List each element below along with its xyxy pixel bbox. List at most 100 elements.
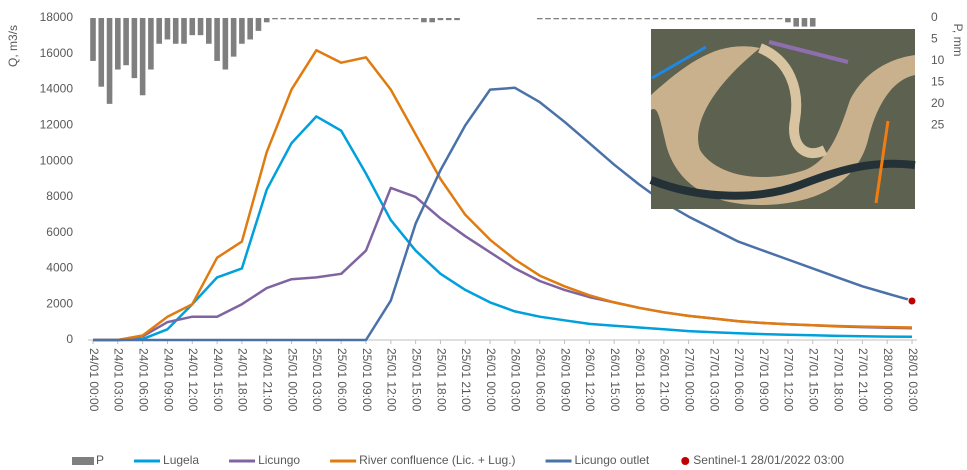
precip-bar <box>793 18 799 27</box>
x-tick-label: 27/01 21:00 <box>856 348 870 412</box>
precip-bar <box>661 18 667 19</box>
x-tick-label: 24/01 18:00 <box>236 348 250 412</box>
precip-bar <box>719 18 725 19</box>
precip-bar <box>239 18 245 44</box>
precip-bar <box>578 18 584 19</box>
x-tick-label: 25/01 21:00 <box>459 348 473 412</box>
precip-bar <box>314 18 320 19</box>
legend-label: Lugela <box>163 453 199 467</box>
precip-bar <box>603 18 609 19</box>
precip-bar <box>140 18 146 95</box>
x-tick-label: 25/01 15:00 <box>409 348 423 412</box>
precip-bar <box>611 18 617 19</box>
x-tick-label: 26/01 09:00 <box>558 348 572 412</box>
legend-label: Sentinel-1 28/01/2022 03:00 <box>693 453 844 467</box>
precip-bar <box>297 18 303 19</box>
legend-swatch <box>72 457 94 465</box>
x-tick-label: 25/01 03:00 <box>310 348 324 412</box>
y2-tick-label: 0 <box>931 10 938 24</box>
precip-bar <box>231 18 237 57</box>
x-tick-label: 26/01 06:00 <box>534 348 548 412</box>
precip-bar <box>165 18 171 39</box>
precip-bar <box>363 18 369 19</box>
x-tick-label: 24/01 00:00 <box>87 348 101 412</box>
precip-bar <box>727 18 733 19</box>
y-tick-label: 0 <box>66 332 73 346</box>
precip-bar <box>446 18 452 20</box>
precip-bar <box>545 18 551 19</box>
precip-bar <box>686 18 692 19</box>
precip-bar <box>247 18 253 39</box>
precip-bar <box>132 18 138 78</box>
y-tick-label: 12000 <box>40 118 74 132</box>
precip-bar <box>587 18 593 19</box>
x-tick-label: 24/01 15:00 <box>211 348 225 412</box>
y2-tick-label: 5 <box>931 32 938 46</box>
precip-bar <box>429 18 435 22</box>
precip-bar <box>620 18 626 19</box>
x-tick-label: 24/01 12:00 <box>186 348 200 412</box>
precip-bar <box>214 18 220 61</box>
y2-tick-label: 25 <box>931 118 945 132</box>
precip-bar <box>802 18 808 27</box>
precip-bar <box>289 18 295 19</box>
x-tick-label: 26/01 21:00 <box>658 348 672 412</box>
legend-label: Licungo outlet <box>575 453 650 467</box>
precip-bar <box>454 18 460 20</box>
precip-bar <box>760 18 766 19</box>
x-tick-label: 25/01 00:00 <box>285 348 299 412</box>
x-tick-label: 24/01 09:00 <box>161 348 175 412</box>
precip-bar <box>338 18 344 19</box>
precip-bar <box>90 18 96 61</box>
precip-bar <box>280 18 286 19</box>
x-tick-label: 27/01 15:00 <box>807 348 821 412</box>
precip-bar <box>181 18 187 44</box>
flow-line <box>93 188 912 340</box>
y-axis-title: Q, m3/s <box>6 25 20 67</box>
x-tick-label: 27/01 03:00 <box>707 348 721 412</box>
precip-bar <box>223 18 229 70</box>
precip-bar <box>405 18 411 19</box>
precip-bar <box>438 18 444 20</box>
x-tick-label: 25/01 09:00 <box>360 348 374 412</box>
precip-bar <box>570 18 576 19</box>
x-tick-label: 25/01 18:00 <box>434 348 448 412</box>
x-tick-label: 26/01 18:00 <box>633 348 647 412</box>
precip-bar <box>148 18 154 70</box>
precip-bar <box>553 18 559 19</box>
precip-bar <box>347 18 353 19</box>
x-tick-label: 27/01 18:00 <box>831 348 845 412</box>
legend-label: Licungo <box>258 453 300 467</box>
precip-bar <box>98 18 104 87</box>
x-tick-label: 27/01 00:00 <box>682 348 696 412</box>
sentinel-point <box>908 297 916 305</box>
x-tick-label: 26/01 00:00 <box>484 348 498 412</box>
precip-bar <box>595 18 601 19</box>
page: {"chart_data": { "type": "line", "y_labe… <box>0 0 967 470</box>
precip-bar <box>380 18 386 19</box>
precip-bar <box>173 18 179 44</box>
precip-bar <box>322 18 328 19</box>
precip-bar <box>810 18 816 27</box>
precip-bar <box>653 18 659 19</box>
y-tick-label: 18000 <box>40 10 74 24</box>
x-tick-label: 25/01 06:00 <box>335 348 349 412</box>
x-tick-label: 26/01 15:00 <box>608 348 622 412</box>
y2-tick-label: 15 <box>931 75 945 89</box>
precip-bar <box>115 18 121 70</box>
precip-bar <box>371 18 377 19</box>
precip-bar <box>272 18 278 19</box>
satellite-inset <box>651 29 915 209</box>
y-tick-label: 4000 <box>46 261 73 275</box>
legend-label: P <box>96 453 104 467</box>
precip-bar <box>264 18 270 22</box>
y-tick-label: 10000 <box>40 153 74 167</box>
x-tick-label: 24/01 03:00 <box>112 348 126 412</box>
precip-bar <box>123 18 129 65</box>
x-tick-label: 26/01 12:00 <box>583 348 597 412</box>
x-tick-label: 24/01 06:00 <box>136 348 150 412</box>
precip-bar <box>669 18 675 19</box>
x-tick-label: 27/01 06:00 <box>732 348 746 412</box>
precip-bar <box>396 18 402 19</box>
